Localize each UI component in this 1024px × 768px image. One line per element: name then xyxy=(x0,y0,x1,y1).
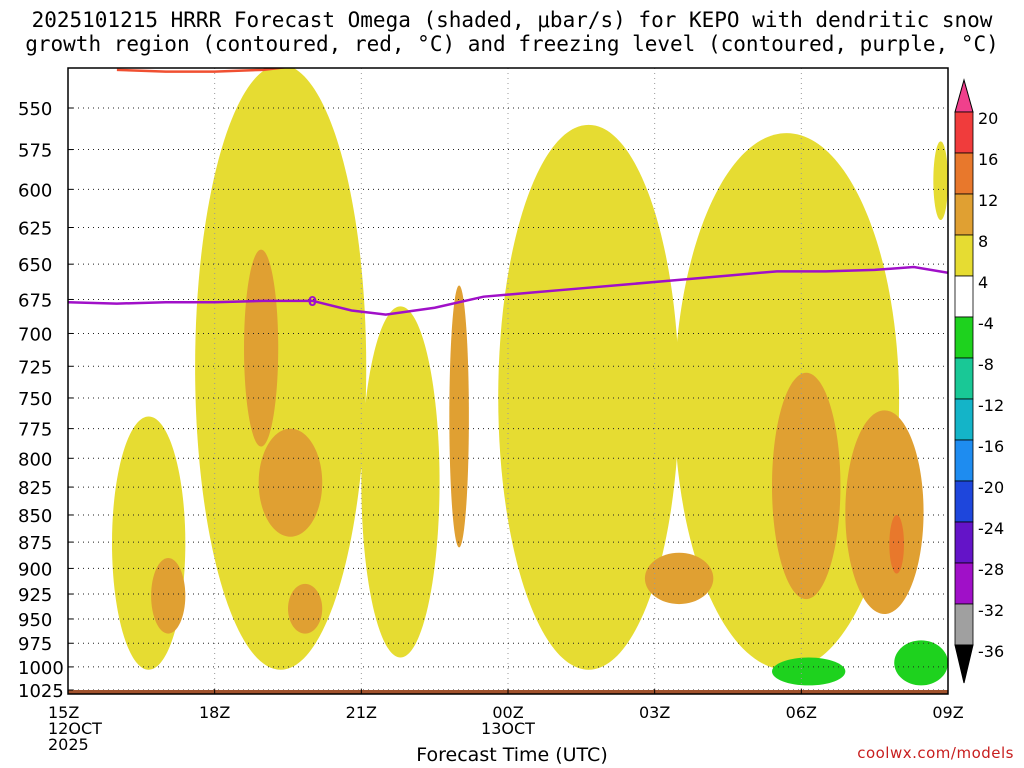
y-tick-label: 700 xyxy=(18,324,52,345)
colorbar-label: -32 xyxy=(978,601,1004,620)
x-tick-label: 21Z xyxy=(346,703,377,722)
omega-region-1 xyxy=(195,68,367,670)
colorbar: 20 16 12 8 4 -4 -8 -12 -16 -20 -24 -28 -32 -36 xyxy=(954,78,1004,684)
chart-title-line-1: 2025101215 HRRR Forecast Omega (shaded, … xyxy=(31,8,993,32)
colorbar-label: 12 xyxy=(978,191,998,210)
colorbar-label: -12 xyxy=(978,396,1004,415)
colorbar-swatch xyxy=(954,603,974,646)
y-tick-label: 850 xyxy=(18,506,52,527)
freezing-level-label: 0 xyxy=(308,295,317,310)
x-tick-label: 03Z xyxy=(639,703,670,722)
omega-region-15 xyxy=(772,657,846,686)
colorbar-label: -36 xyxy=(978,642,1004,661)
y-tick-label: 875 xyxy=(18,533,52,554)
colorbar-label: 16 xyxy=(978,150,998,169)
y-tick-label: 825 xyxy=(18,478,52,499)
y-tick-label: 750 xyxy=(18,389,52,410)
colorbar-label: -24 xyxy=(978,519,1004,538)
omega-region-11 xyxy=(644,552,714,605)
omega-region-5 xyxy=(933,141,948,221)
colorbar-top-arrow xyxy=(954,78,974,113)
colorbar-bottom-arrow xyxy=(954,644,974,684)
y-tick-label: 1000 xyxy=(18,658,64,679)
colorbar-swatch xyxy=(954,234,974,277)
omega-region-6 xyxy=(151,557,186,634)
x-tick-label: 13OCT xyxy=(481,719,535,738)
colorbar-label: 20 xyxy=(978,109,998,128)
omega-region-14 xyxy=(889,514,904,574)
freezing-level-line xyxy=(68,265,948,316)
y-tick-label: 1025 xyxy=(18,681,64,702)
x-tick-label: 15Z xyxy=(48,703,79,722)
colorbar-label: 8 xyxy=(978,232,988,251)
omega-region-7 xyxy=(288,583,323,634)
y-tick-label: 600 xyxy=(18,180,52,201)
omega-region-3 xyxy=(498,124,680,670)
chart-title-line-2: growth region (contoured, red, °C) and f… xyxy=(25,32,999,56)
omega-region-16 xyxy=(894,640,948,686)
y-tick-label: 975 xyxy=(18,634,52,655)
omega-region-8 xyxy=(244,249,279,447)
y-tick-label: 625 xyxy=(18,219,52,240)
colorbar-swatch xyxy=(954,562,974,605)
colorbar-swatch xyxy=(954,357,974,400)
x-tick-label: 2025 xyxy=(48,735,89,754)
x-tick-label: 18Z xyxy=(199,703,230,722)
x-tick-label: 12OCT xyxy=(48,719,102,738)
omega-region-9 xyxy=(258,428,323,537)
colorbar-label: -28 xyxy=(978,560,1004,579)
y-tick-label: 925 xyxy=(18,585,52,606)
colorbar-swatch xyxy=(954,480,974,523)
y-tick-label: 800 xyxy=(18,449,52,470)
x-tick-label: 09Z xyxy=(932,703,963,722)
omega-region-2 xyxy=(361,306,440,658)
colorbar-swatch xyxy=(954,152,974,195)
colorbar-label: -20 xyxy=(978,478,1004,497)
colorbar-swatch xyxy=(954,521,974,564)
colorbar-swatch xyxy=(954,275,974,318)
y-tick-label: 575 xyxy=(18,141,52,162)
omega-region-0 xyxy=(112,416,186,670)
x-tick-label: 06Z xyxy=(786,703,817,722)
y-tick-label: 900 xyxy=(18,559,52,580)
x-axis-label: Forecast Time (UTC) xyxy=(416,744,608,766)
omega-region-10 xyxy=(449,285,469,548)
x-tick-label: 00Z xyxy=(492,703,523,722)
y-tick-label: 675 xyxy=(18,290,52,311)
y-tick-label: 650 xyxy=(18,255,52,276)
omega-region-12 xyxy=(772,372,841,600)
colorbar-label: -16 xyxy=(978,437,1004,456)
colorbar-label: -8 xyxy=(978,355,994,374)
colorbar-swatch xyxy=(954,398,974,441)
y-tick-label: 950 xyxy=(18,610,52,631)
colorbar-label: 4 xyxy=(978,273,988,292)
y-tick-label: 775 xyxy=(18,420,52,441)
colorbar-label: -4 xyxy=(978,314,994,333)
credit-text: coolwx.com/models xyxy=(857,744,1014,762)
plot-area: 0 xyxy=(68,68,948,694)
y-tick-label: 550 xyxy=(18,99,52,120)
colorbar-swatch xyxy=(954,439,974,482)
colorbar-swatch xyxy=(954,316,974,359)
y-tick-label: 725 xyxy=(18,357,52,378)
colorbar-swatch xyxy=(954,111,974,154)
omega-region-13 xyxy=(845,410,924,615)
colorbar-swatch xyxy=(954,193,974,236)
